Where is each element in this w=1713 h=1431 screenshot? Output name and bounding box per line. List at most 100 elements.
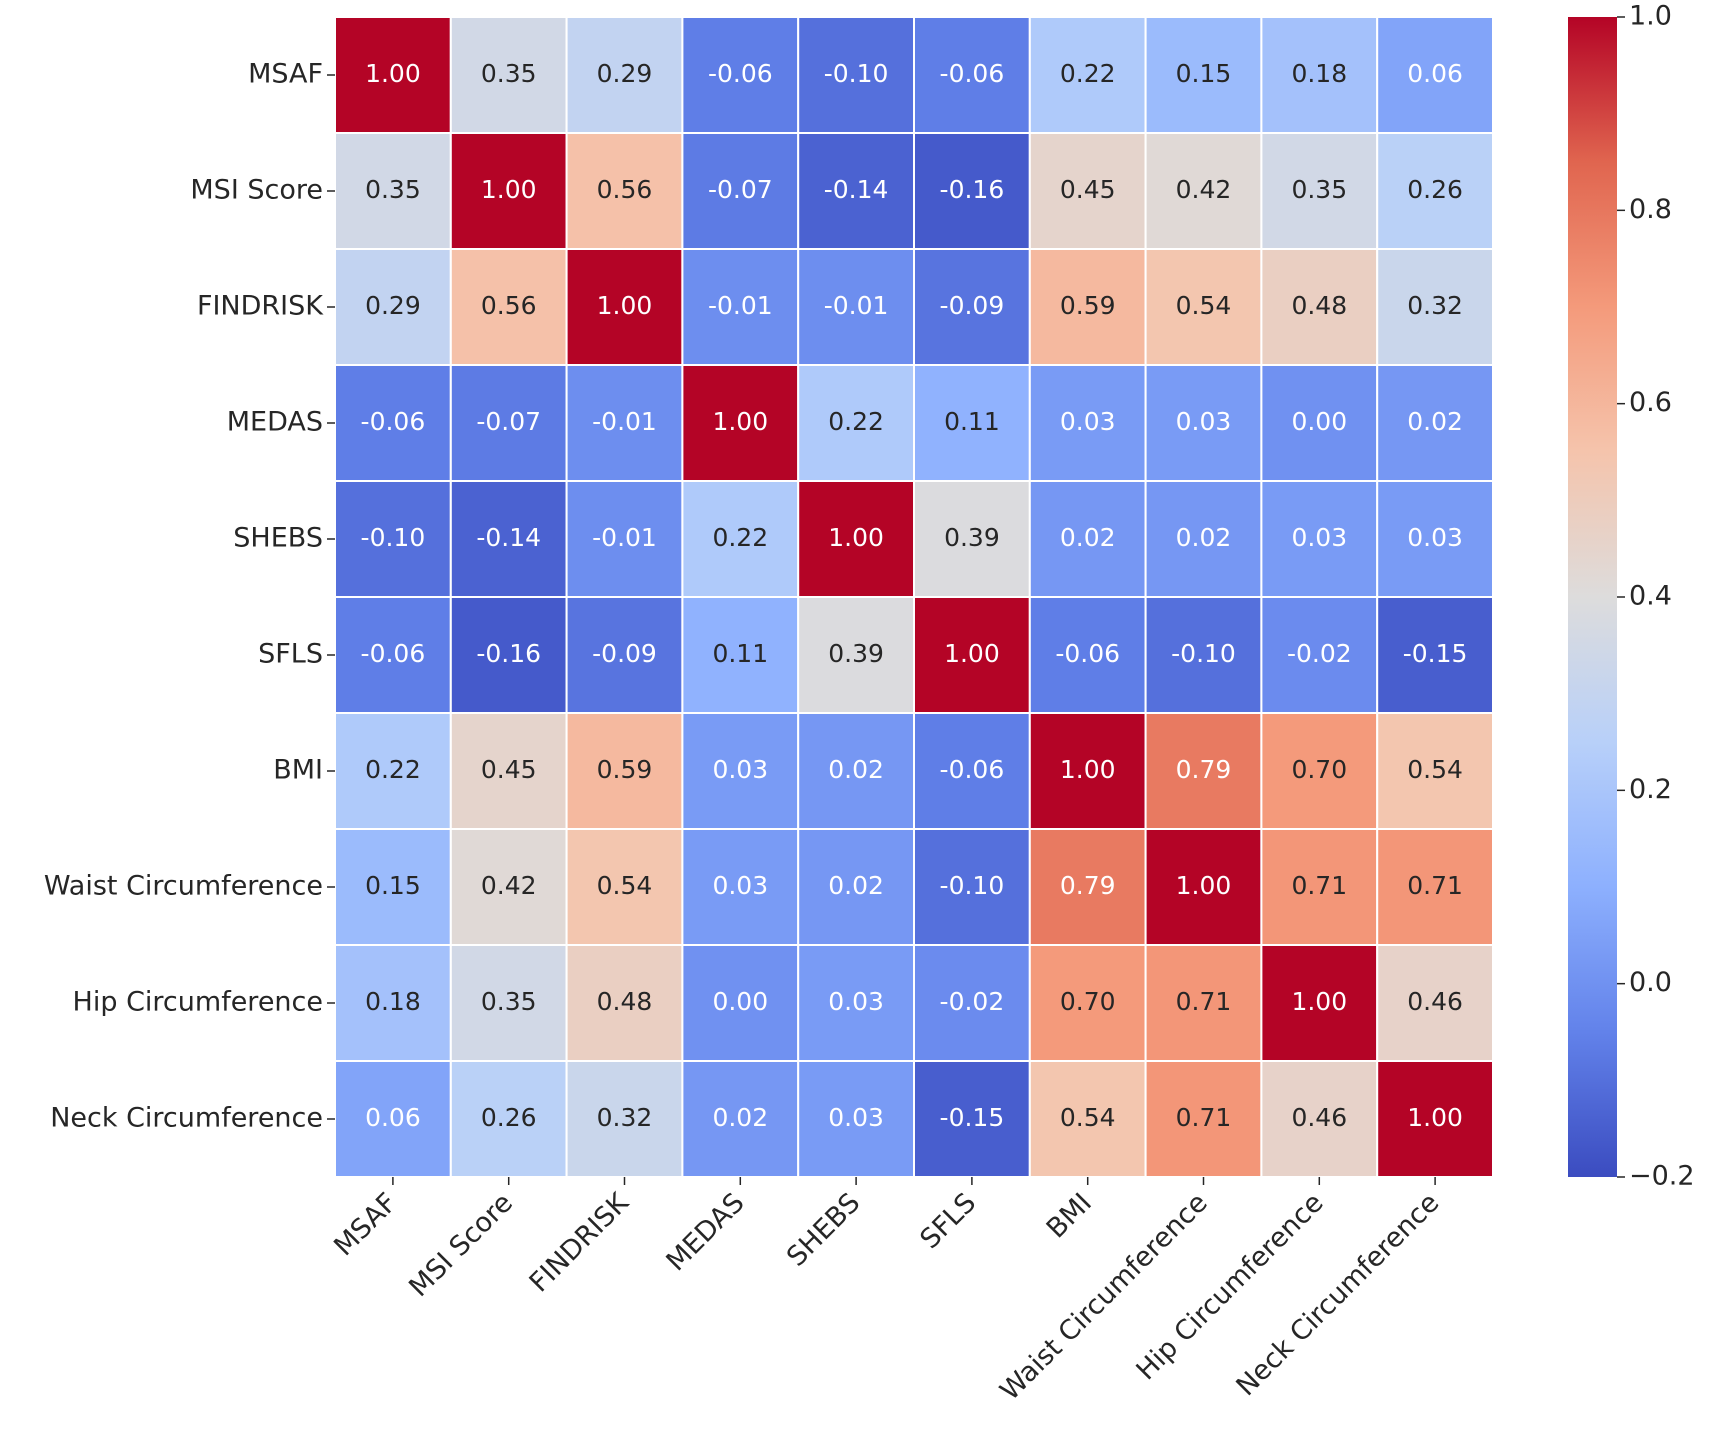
cell-label: 0.03	[828, 1103, 884, 1132]
heatmap-cell	[1260, 248, 1379, 366]
heatmap-cell	[1144, 944, 1263, 1062]
cell-label: 0.42	[481, 871, 537, 900]
heatmap-cell	[449, 248, 568, 366]
y-tick-label: Waist Circumference	[44, 871, 323, 902]
x-tick-label: MSI Score	[403, 1187, 519, 1303]
heatmap-cell	[1376, 364, 1494, 482]
cell-label: 0.71	[1176, 1103, 1232, 1132]
cell-label: 0.29	[597, 59, 653, 88]
cell-label: 0.59	[1060, 291, 1116, 320]
heatmap-cell	[565, 944, 684, 1062]
heatmap-cell	[1260, 828, 1379, 946]
colorbar	[1568, 17, 1617, 1177]
cell-label: 0.06	[1407, 59, 1463, 88]
cell-label: -0.01	[824, 291, 889, 320]
cell-label: 0.03	[712, 871, 768, 900]
cell-label: -0.09	[940, 291, 1005, 320]
heatmap-cell	[681, 828, 800, 946]
heatmap-cell	[1260, 712, 1379, 830]
heatmap-cell	[334, 596, 452, 714]
heatmap-cell	[449, 944, 568, 1062]
cell-label: -0.10	[361, 523, 426, 552]
cell-label: 0.56	[481, 291, 537, 320]
cell-label: 0.45	[1060, 175, 1116, 204]
heatmap-cell	[913, 828, 1031, 946]
heatmap-cell	[1144, 1060, 1263, 1178]
heatmap-cell	[797, 1060, 916, 1178]
heatmap-cell	[681, 596, 800, 714]
cell-label: 0.03	[1291, 523, 1347, 552]
cell-label: 1.00	[828, 523, 884, 552]
x-tick-label: Hip Circumference	[1131, 1187, 1330, 1386]
heatmap-cell	[334, 1060, 452, 1178]
cell-label: -0.06	[708, 59, 773, 88]
y-tick-label: FINDRISK	[197, 291, 324, 322]
y-tick-label: MSAF	[248, 59, 323, 90]
cell-label: -0.14	[824, 175, 889, 204]
x-tick-label: SFLS	[914, 1187, 982, 1255]
x-tick-label: Waist Circumference	[994, 1187, 1213, 1406]
cell-label: 0.02	[712, 1103, 768, 1132]
heatmap-cell	[334, 712, 452, 830]
cell-label: 0.06	[365, 1103, 421, 1132]
heatmap-cell	[1376, 480, 1494, 598]
cell-label: 0.03	[1176, 407, 1232, 436]
cell-label: 0.32	[597, 1103, 653, 1132]
heatmap-cell	[913, 16, 1031, 134]
cell-label: 0.39	[828, 639, 884, 668]
cell-label: 0.54	[1407, 755, 1463, 784]
heatmap-cell	[1144, 16, 1263, 134]
cell-label: -0.06	[1055, 639, 1120, 668]
heatmap-cell	[1028, 364, 1147, 482]
cell-label: 0.29	[365, 291, 421, 320]
cell-label: 0.45	[481, 755, 537, 784]
cell-label: -0.14	[476, 523, 541, 552]
x-tick-label: MSAF	[328, 1187, 403, 1262]
colorbar-tick-label: 0.6	[1629, 387, 1672, 418]
x-tick-label: FINDRISK	[524, 1186, 636, 1298]
cell-label: 1.00	[365, 59, 421, 88]
heatmap-cell	[1028, 944, 1147, 1062]
cell-label: -0.02	[1287, 639, 1352, 668]
cell-label: 0.35	[481, 987, 537, 1016]
heatmap-cell	[913, 1060, 1031, 1178]
cell-label: 0.22	[828, 407, 884, 436]
cell-label: -0.07	[708, 175, 773, 204]
colorbar-tick-label: 1.0	[1629, 1, 1672, 32]
cell-label: 0.35	[365, 175, 421, 204]
cell-label: 0.26	[481, 1103, 537, 1132]
cell-label: -0.16	[476, 639, 541, 668]
x-tick-label: BMI	[1041, 1187, 1098, 1244]
cell-label: 0.22	[365, 755, 421, 784]
heatmap-cell	[1144, 712, 1263, 830]
y-tick-label: BMI	[273, 755, 323, 786]
heatmap-cell	[797, 248, 916, 366]
heatmap-cell	[1028, 248, 1147, 366]
y-tick-label: MEDAS	[227, 407, 323, 438]
cell-label: 0.70	[1060, 987, 1116, 1016]
cell-label: 0.03	[828, 987, 884, 1016]
cell-label: 0.54	[597, 871, 653, 900]
heatmap-cell	[1260, 132, 1379, 250]
heatmap-cell	[1028, 480, 1147, 598]
heatmap-cell	[449, 828, 568, 946]
heatmap-cell	[681, 944, 800, 1062]
cell-label: -0.02	[940, 987, 1005, 1016]
cell-label: 0.54	[1176, 291, 1232, 320]
y-tick-label: MSI Score	[190, 175, 323, 206]
cell-label: -0.01	[708, 291, 773, 320]
heatmap-cell	[449, 480, 568, 598]
cell-label: 1.00	[712, 407, 768, 436]
cell-label: 0.02	[828, 871, 884, 900]
cell-label: 0.42	[1176, 175, 1232, 204]
heatmap-cell	[913, 480, 1031, 598]
heatmap-cell	[1376, 944, 1494, 1062]
heatmap-cell	[1260, 944, 1379, 1062]
cell-label: -0.10	[940, 871, 1005, 900]
heatmap-cell	[1260, 480, 1379, 598]
cell-label: 1.00	[1060, 755, 1116, 784]
cell-label: 0.00	[1291, 407, 1347, 436]
heatmap-cell	[1376, 16, 1494, 134]
cell-label: 0.18	[1291, 59, 1347, 88]
